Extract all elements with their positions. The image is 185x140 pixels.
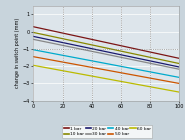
Legend: 1 bar, 10 bar, 20 bar, 30 bar, 40 bar, 50 bar, 60 bar: 1 bar, 10 bar, 20 bar, 30 bar, 40 bar, 5… (62, 125, 152, 138)
Y-axis label: change in switch point (mm): change in switch point (mm) (16, 18, 21, 88)
